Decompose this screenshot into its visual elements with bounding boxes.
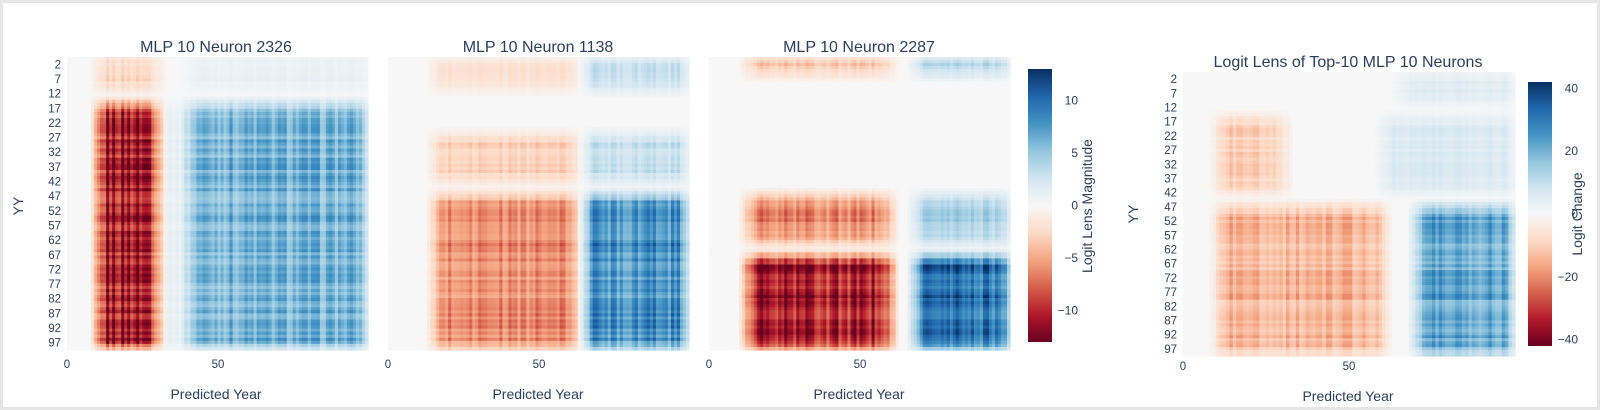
panel-1-title: MLP 10 Neuron 2326	[140, 39, 292, 56]
panel-1-cells	[67, 57, 369, 351]
heatmap-panel-1: MLP 10 Neuron 2326 271217222732374247525…	[10, 39, 369, 402]
figure: MLP 10 Neuron 2326 271217222732374247525…	[0, 0, 1600, 410]
